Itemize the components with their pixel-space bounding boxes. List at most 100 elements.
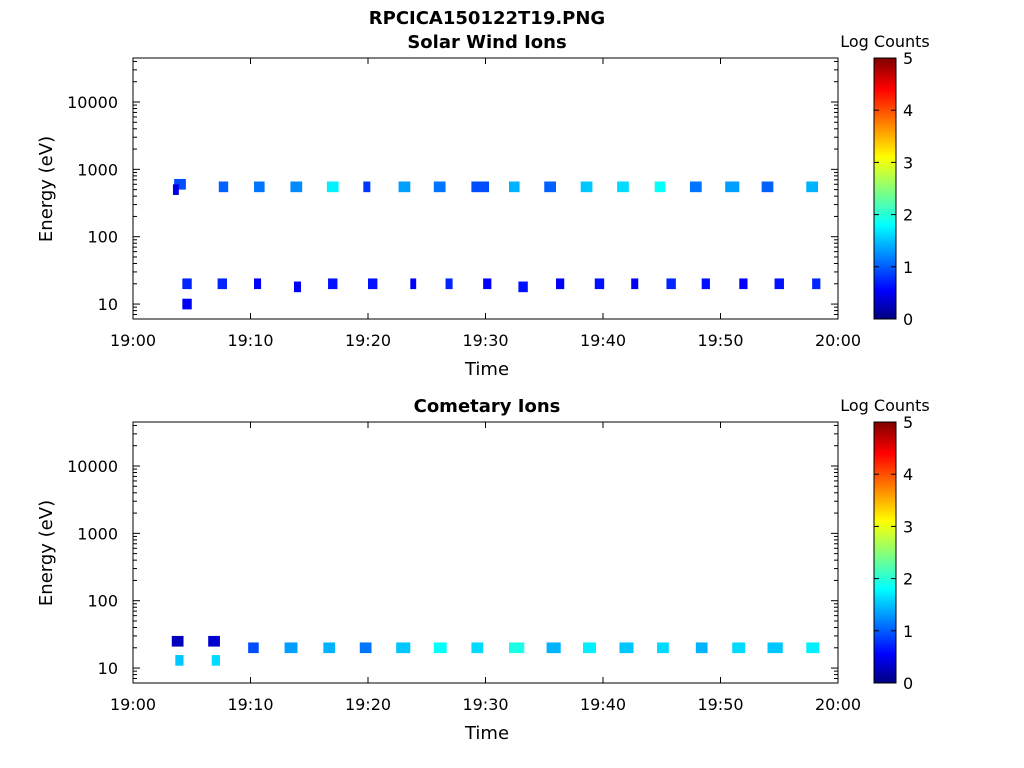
y-tick-label: 100	[87, 592, 118, 611]
heatmap-cell	[254, 181, 265, 193]
heatmap-cell	[175, 655, 184, 666]
heatmap-cell	[396, 642, 411, 654]
heatmap-cell	[433, 642, 447, 654]
x-tick-label: 20:00	[815, 695, 861, 714]
heatmap-cell	[518, 281, 528, 293]
heatmap-cell	[182, 278, 192, 290]
colorbar-tick-label: 4	[903, 101, 913, 120]
heatmap-cell	[359, 642, 372, 654]
heatmap-cell	[211, 655, 220, 666]
x-tick-label: 19:50	[697, 331, 743, 350]
colorbar-tick-label: 1	[903, 622, 913, 641]
y-axis-label: Energy (eV)	[36, 136, 57, 242]
heatmap-cell	[544, 181, 556, 193]
panel-solar-wind: Solar Wind Ions 19:00 19:10 19:20 19:30 19:4…	[36, 32, 930, 380]
heatmap-cell	[471, 181, 490, 193]
x-tick-label: 20:00	[815, 331, 861, 350]
colorbar-tick-label: 4	[903, 465, 913, 484]
heatmap-cell	[583, 642, 596, 654]
x-tick-label: 19:50	[697, 695, 743, 714]
y-tick-label: 100	[87, 228, 118, 247]
colorbar-tick-label: 0	[903, 674, 913, 693]
y-tick-label: 10000	[67, 93, 118, 112]
x-tick-label: 19:10	[227, 331, 273, 350]
heatmap-cell	[806, 181, 819, 193]
colorbar-tick-label: 0	[903, 310, 913, 329]
colorbar	[873, 57, 897, 320]
heatmap-cell	[433, 181, 446, 193]
heatmap-cell	[806, 642, 820, 654]
y-tick-label: 1000	[77, 524, 118, 543]
heatmap-cell	[483, 278, 492, 290]
heatmap-cell	[739, 278, 748, 290]
heatmap-cell	[217, 278, 227, 290]
x-tick-label: 19:10	[227, 695, 273, 714]
x-axis-label: Time	[464, 359, 509, 380]
x-tick-label: 19:40	[580, 331, 626, 350]
heatmap-cells	[171, 635, 820, 666]
heatmap-cell	[254, 278, 262, 290]
heatmap-cells	[172, 178, 821, 310]
heatmap-cell	[767, 642, 783, 654]
colorbar-ticks: 0 1 2 3 4 5	[874, 49, 913, 329]
heatmap-cell	[174, 178, 186, 190]
colorbar-label: Log Counts	[840, 32, 930, 51]
heatmap-cell	[218, 181, 229, 193]
heatmap-cell	[182, 298, 192, 310]
heatmap-cell	[326, 181, 339, 193]
heatmap-cell	[171, 635, 184, 647]
heatmap-cell	[617, 181, 629, 193]
x-tick-label: 19:30	[462, 331, 508, 350]
colorbar-label: Log Counts	[840, 396, 930, 415]
heatmap-cell	[290, 181, 303, 193]
colorbar	[873, 421, 897, 684]
heatmap-cell	[509, 642, 525, 654]
axis-ticks: 19:00 19:10 19:20 19:30 19:40 19:50 20:00 10 100…	[67, 58, 861, 350]
panel-title: Solar Wind Ions	[407, 32, 566, 53]
y-tick-label: 10	[98, 295, 118, 314]
heatmap-cell	[328, 278, 338, 290]
x-tick-label: 19:20	[345, 331, 391, 350]
heatmap-cell	[323, 642, 336, 654]
colorbar-tick-label: 3	[903, 517, 913, 536]
x-tick-label: 19:00	[110, 695, 156, 714]
heatmap-cell	[701, 278, 710, 290]
heatmap-cell	[761, 181, 774, 193]
heatmap-cell	[208, 635, 220, 647]
heatmap-cell	[410, 278, 417, 290]
x-tick-label: 19:00	[110, 331, 156, 350]
heatmap-cell	[580, 181, 593, 193]
heatmap-cell	[172, 184, 179, 195]
heatmap-cell	[689, 181, 702, 193]
y-axis-label: Energy (eV)	[36, 500, 57, 606]
x-tick-label: 19:20	[345, 695, 391, 714]
colorbar-tick-label: 1	[903, 258, 913, 277]
heatmap-cell	[631, 278, 639, 290]
heatmap-cell	[619, 642, 634, 654]
y-tick-label: 10	[98, 659, 118, 678]
heatmap-cell	[666, 278, 676, 290]
colorbar-tick-label: 5	[903, 413, 913, 432]
figure-title: RPCICA150122T19.PNG	[369, 8, 605, 29]
heatmap-cell	[368, 278, 378, 290]
heatmap-cell	[594, 278, 605, 290]
heatmap-cell	[248, 642, 259, 654]
panel-title: Cometary Ions	[414, 396, 561, 417]
heatmap-cell	[445, 278, 453, 290]
y-tick-label: 10000	[67, 457, 118, 476]
heatmap-cell	[398, 181, 411, 193]
heatmap-cell	[284, 642, 298, 654]
heatmap-cell	[293, 281, 302, 293]
panel-cometary: Cometary Ions 19:00 19:10 19:20 19:30 19:40 1…	[36, 396, 930, 744]
y-tick-label: 1000	[77, 160, 118, 179]
heatmap-cell	[695, 642, 708, 654]
colorbar-tick-label: 2	[903, 570, 913, 589]
axis-ticks: 19:00 19:10 19:20 19:30 19:40 19:50 20:00 10 100…	[67, 422, 861, 714]
heatmap-cell	[812, 278, 821, 290]
heatmap-cell	[774, 278, 784, 290]
heatmap-cell	[363, 181, 371, 193]
x-axis-label: Time	[464, 723, 509, 744]
heatmap-cell	[509, 181, 520, 193]
heatmap-cell	[471, 642, 484, 654]
